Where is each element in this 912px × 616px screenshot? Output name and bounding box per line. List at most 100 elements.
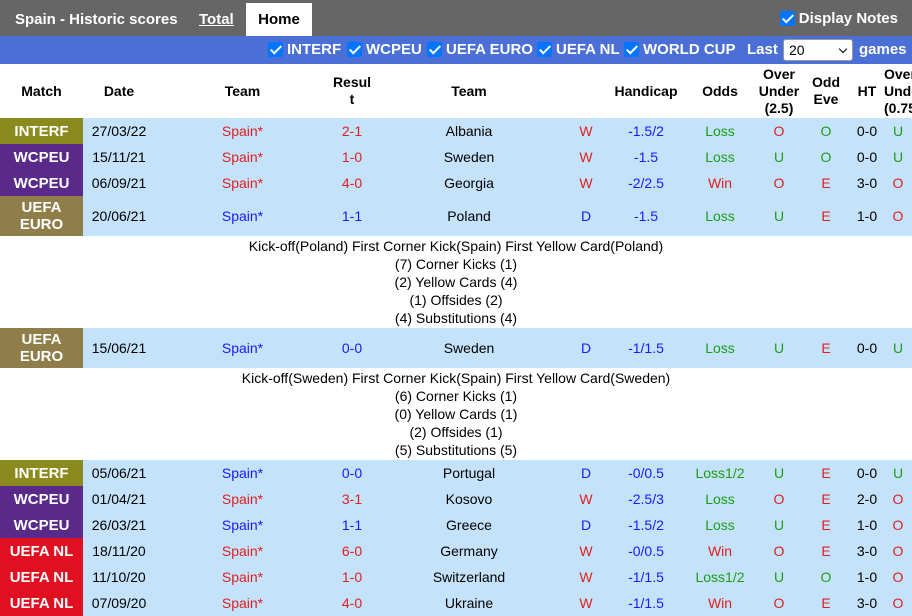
table-row[interactable]: WCPEU 26/03/21 Spain* 1-1 Greece D -1.5/2 Loss U…	[0, 512, 912, 538]
score[interactable]: 1-0	[330, 564, 374, 590]
tab-home[interactable]: Home	[246, 3, 312, 36]
last-games-select[interactable]: 20	[783, 39, 853, 61]
match-details: Kick-off(Poland) First Corner Kick(Spain…	[0, 236, 912, 328]
table-row[interactable]: UEFA EURO 15/06/21 Spain* 0-0 Sweden D -1/1.5 L…	[0, 328, 912, 368]
filter-uefa-euro[interactable]: UEFA EURO	[427, 41, 533, 58]
over-under-075: O	[884, 564, 912, 590]
away-team[interactable]: Kosovo	[374, 486, 564, 512]
detail-line: (2) Offsides (1)	[409, 424, 503, 440]
score[interactable]: 0-0	[330, 460, 374, 486]
tab-total[interactable]: Total	[199, 11, 234, 28]
col-date: Date	[83, 64, 155, 118]
col-oe-line1: Odd	[812, 74, 840, 90]
table-row[interactable]: INTERF 27/03/22 Spain* 2-1 Albania W -1.5/2 Los…	[0, 118, 912, 144]
home-team[interactable]: Spain*	[155, 328, 330, 368]
col-over-under: Over Under (2.5)	[756, 64, 802, 118]
col-ou-line2: Under	[758, 82, 800, 99]
away-team[interactable]: Ukraine	[374, 590, 564, 616]
checkbox-icon[interactable]	[624, 42, 639, 57]
checkbox-icon[interactable]	[268, 42, 283, 57]
match-date: 27/03/22	[83, 118, 155, 144]
score[interactable]: 1-1	[330, 196, 374, 236]
detail-line: (0) Yellow Cards (1)	[394, 406, 518, 422]
match-details-row: Kick-off(Poland) First Corner Kick(Spain…	[0, 236, 912, 328]
half-time-score: 1-0	[850, 196, 884, 236]
home-team[interactable]: Spain*	[155, 460, 330, 486]
display-notes-toggle[interactable]: Display Notes	[779, 10, 898, 27]
table-row[interactable]: UEFA NL 11/10/20 Spain* 1-0 Switzerland W -1/1…	[0, 564, 912, 590]
competition-badge: WCPEU	[0, 512, 83, 538]
filter-uefa-nl[interactable]: UEFA NL	[537, 41, 620, 58]
score[interactable]: 4-0	[330, 590, 374, 616]
games-label: games	[859, 41, 907, 58]
half-time-score: 1-0	[850, 512, 884, 538]
away-team[interactable]: Switzerland	[374, 564, 564, 590]
away-team[interactable]: Sweden	[374, 144, 564, 170]
competition-badge: INTERF	[0, 460, 83, 486]
table-row[interactable]: WCPEU 15/11/21 Spain* 1-0 Sweden W -1.5 Loss U O 0…	[0, 144, 912, 170]
competition-badge: UEFA EURO	[0, 196, 83, 236]
score[interactable]: 3-1	[330, 486, 374, 512]
col-ht: HT	[850, 64, 884, 118]
away-team[interactable]: Portugal	[374, 460, 564, 486]
score[interactable]: 1-1	[330, 512, 374, 538]
filter-label: UEFA NL	[556, 41, 620, 58]
home-team[interactable]: Spain*	[155, 196, 330, 236]
checkbox-icon[interactable]	[347, 42, 362, 57]
table-row[interactable]: UEFA NL 07/09/20 Spain* 4-0 Ukraine W -1/1.5 Wi…	[0, 590, 912, 616]
away-team[interactable]: Greece	[374, 512, 564, 538]
home-team[interactable]: Spain*	[155, 512, 330, 538]
filter-world-cup[interactable]: WORLD CUP	[624, 41, 736, 58]
competition-badge: UEFA NL	[0, 564, 83, 590]
table-row[interactable]: INTERF 05/06/21 Spain* 0-0 Portugal D -0/0.5 Lo…	[0, 460, 912, 486]
table-row[interactable]: WCPEU 06/09/21 Spain* 4-0 Georgia W -2/2.5 Win O…	[0, 170, 912, 196]
over-under-075: U	[884, 118, 912, 144]
filter-label: UEFA EURO	[446, 41, 533, 58]
away-team[interactable]: Poland	[374, 196, 564, 236]
select-value: 20	[789, 42, 805, 58]
match-result: D	[564, 512, 608, 538]
competition-badge: INTERF	[0, 118, 83, 144]
away-team[interactable]: Germany	[374, 538, 564, 564]
match-result: W	[564, 118, 608, 144]
score[interactable]: 2-1	[330, 118, 374, 144]
filter-wcpeu[interactable]: WCPEU	[347, 41, 422, 58]
score[interactable]: 6-0	[330, 538, 374, 564]
checkbox-icon[interactable]	[537, 42, 552, 57]
checkbox-icon[interactable]	[779, 11, 795, 26]
away-team[interactable]: Albania	[374, 118, 564, 144]
table-row[interactable]: UEFA EURO 20/06/21 Spain* 1-1 Poland D -1.5 Los…	[0, 196, 912, 236]
odd-even: O	[802, 118, 850, 144]
match-details: Kick-off(Sweden) First Corner Kick(Spain…	[0, 368, 912, 460]
filter-interf[interactable]: INTERF	[268, 41, 341, 58]
home-team[interactable]: Spain*	[155, 538, 330, 564]
home-team[interactable]: Spain*	[155, 144, 330, 170]
odds-result: Loss1/2	[684, 460, 756, 486]
competition-badge: WCPEU	[0, 486, 83, 512]
home-team[interactable]: Spain*	[155, 486, 330, 512]
col-ou2-line1: Over	[884, 65, 912, 82]
home-team[interactable]: Spain*	[155, 118, 330, 144]
table-row[interactable]: UEFA NL 18/11/20 Spain* 6-0 Germany W -0/0.5 Wi…	[0, 538, 912, 564]
score[interactable]: 1-0	[330, 144, 374, 170]
match-date: 15/11/21	[83, 144, 155, 170]
home-team[interactable]: Spain*	[155, 170, 330, 196]
checkbox-icon[interactable]	[427, 42, 442, 57]
score[interactable]: 4-0	[330, 170, 374, 196]
table-row[interactable]: WCPEU 01/04/21 Spain* 3-1 Kosovo W -2.5/3 Loss O…	[0, 486, 912, 512]
handicap: -0/0.5	[608, 460, 684, 486]
match-date: 11/10/20	[83, 564, 155, 590]
home-team[interactable]: Spain*	[155, 564, 330, 590]
competition-badge: UEFA EURO	[0, 328, 83, 368]
score[interactable]: 0-0	[330, 328, 374, 368]
over-under-075: O	[884, 538, 912, 564]
scores-body: INTERF 27/03/22 Spain* 2-1 Albania W -1.5/2 Los…	[0, 118, 912, 616]
handicap: -1/1.5	[608, 564, 684, 590]
detail-line: Kick-off(Poland) First Corner Kick(Spain…	[248, 238, 664, 254]
home-team[interactable]: Spain*	[155, 590, 330, 616]
col-result: Resul t	[330, 64, 374, 118]
handicap: -2/2.5	[608, 170, 684, 196]
away-team[interactable]: Georgia	[374, 170, 564, 196]
away-team[interactable]: Sweden	[374, 328, 564, 368]
